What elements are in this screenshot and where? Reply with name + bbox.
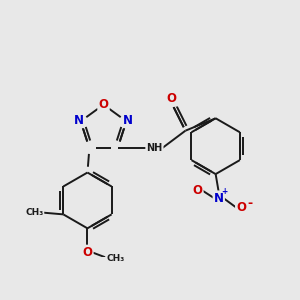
Text: +: + — [221, 187, 228, 196]
Text: O: O — [82, 246, 92, 259]
Text: N: N — [74, 114, 84, 127]
Text: N: N — [214, 192, 224, 205]
Text: CH₃: CH₃ — [106, 254, 124, 263]
Text: O: O — [192, 184, 203, 197]
Text: CH₃: CH₃ — [25, 208, 44, 217]
Text: O: O — [167, 92, 177, 105]
Text: NH: NH — [146, 143, 163, 153]
Text: -: - — [247, 196, 252, 210]
Text: O: O — [98, 98, 109, 111]
Text: N: N — [123, 114, 133, 127]
Text: O: O — [236, 201, 246, 214]
